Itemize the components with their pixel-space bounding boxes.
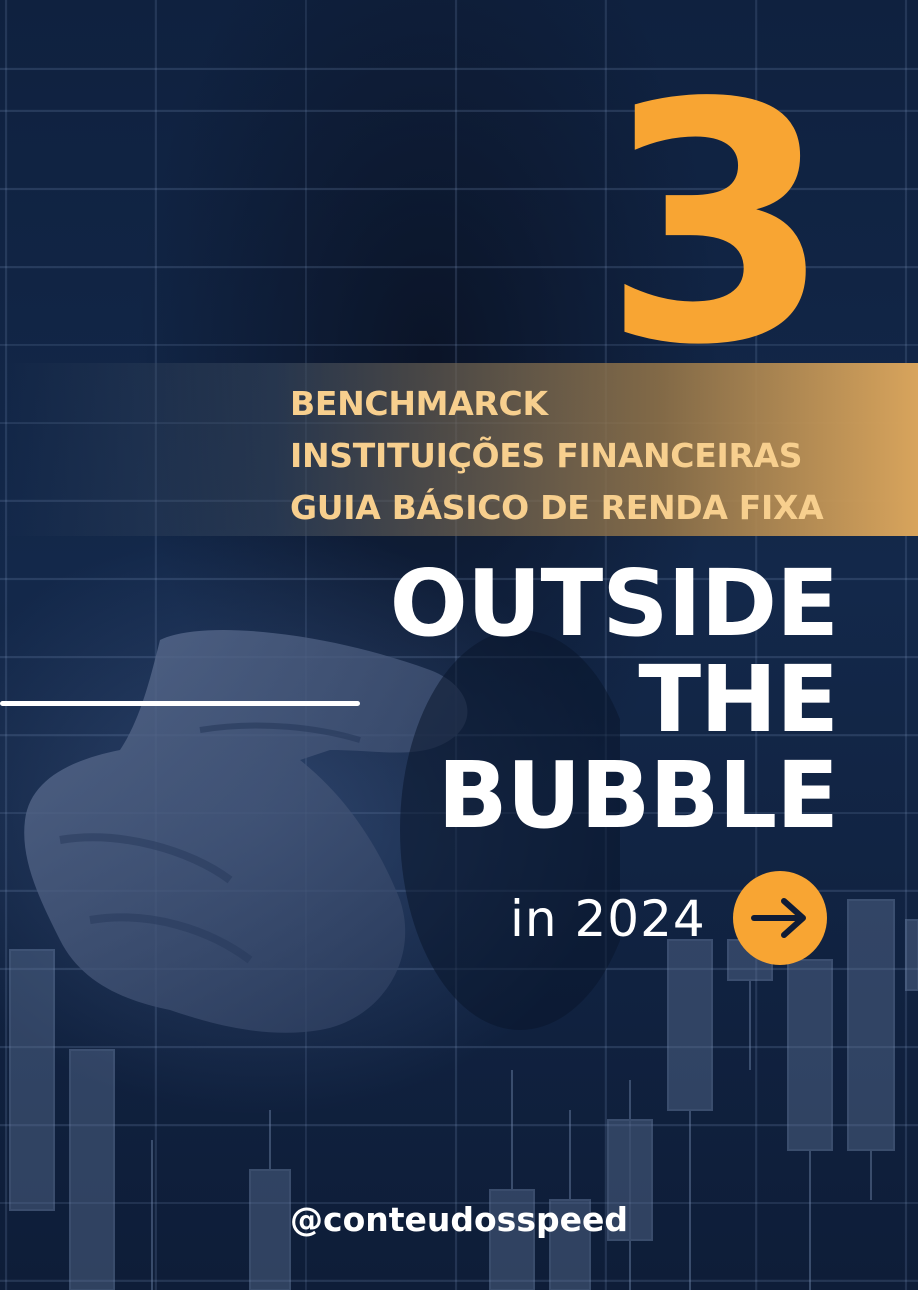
topic-fixed-income-guide: GUIA BÁSICO DE RENDA FIXA (290, 488, 824, 527)
candlestick-decoration (9, 899, 918, 1290)
topics-list: BENCHMARCK INSTITUIÇÕES FINANCEIRAS GUIA… (290, 378, 824, 534)
topic-financial-institutions: INSTITUIÇÕES FINANCEIRAS (290, 436, 803, 475)
year-label: in 2024 (510, 890, 706, 948)
topics-band (0, 363, 918, 536)
social-handle-text: @conteudosspeed (290, 1200, 628, 1239)
cover-number: 3 (602, 33, 832, 417)
arrow-right-icon (751, 898, 806, 938)
cover-title: OUTSIDE THE BUBBLE (389, 550, 839, 849)
title-line-2: THE (638, 646, 839, 753)
social-handle: @conteudosspeed (0, 1198, 918, 1242)
next-arrow-button[interactable] (733, 871, 827, 965)
topic-benchmark: BENCHMARCK (290, 384, 548, 423)
pointing-hand-image (24, 630, 620, 1033)
title-line-1: OUTSIDE (389, 550, 839, 657)
accent-divider (0, 701, 360, 706)
title-line-3: BUBBLE (437, 742, 839, 849)
